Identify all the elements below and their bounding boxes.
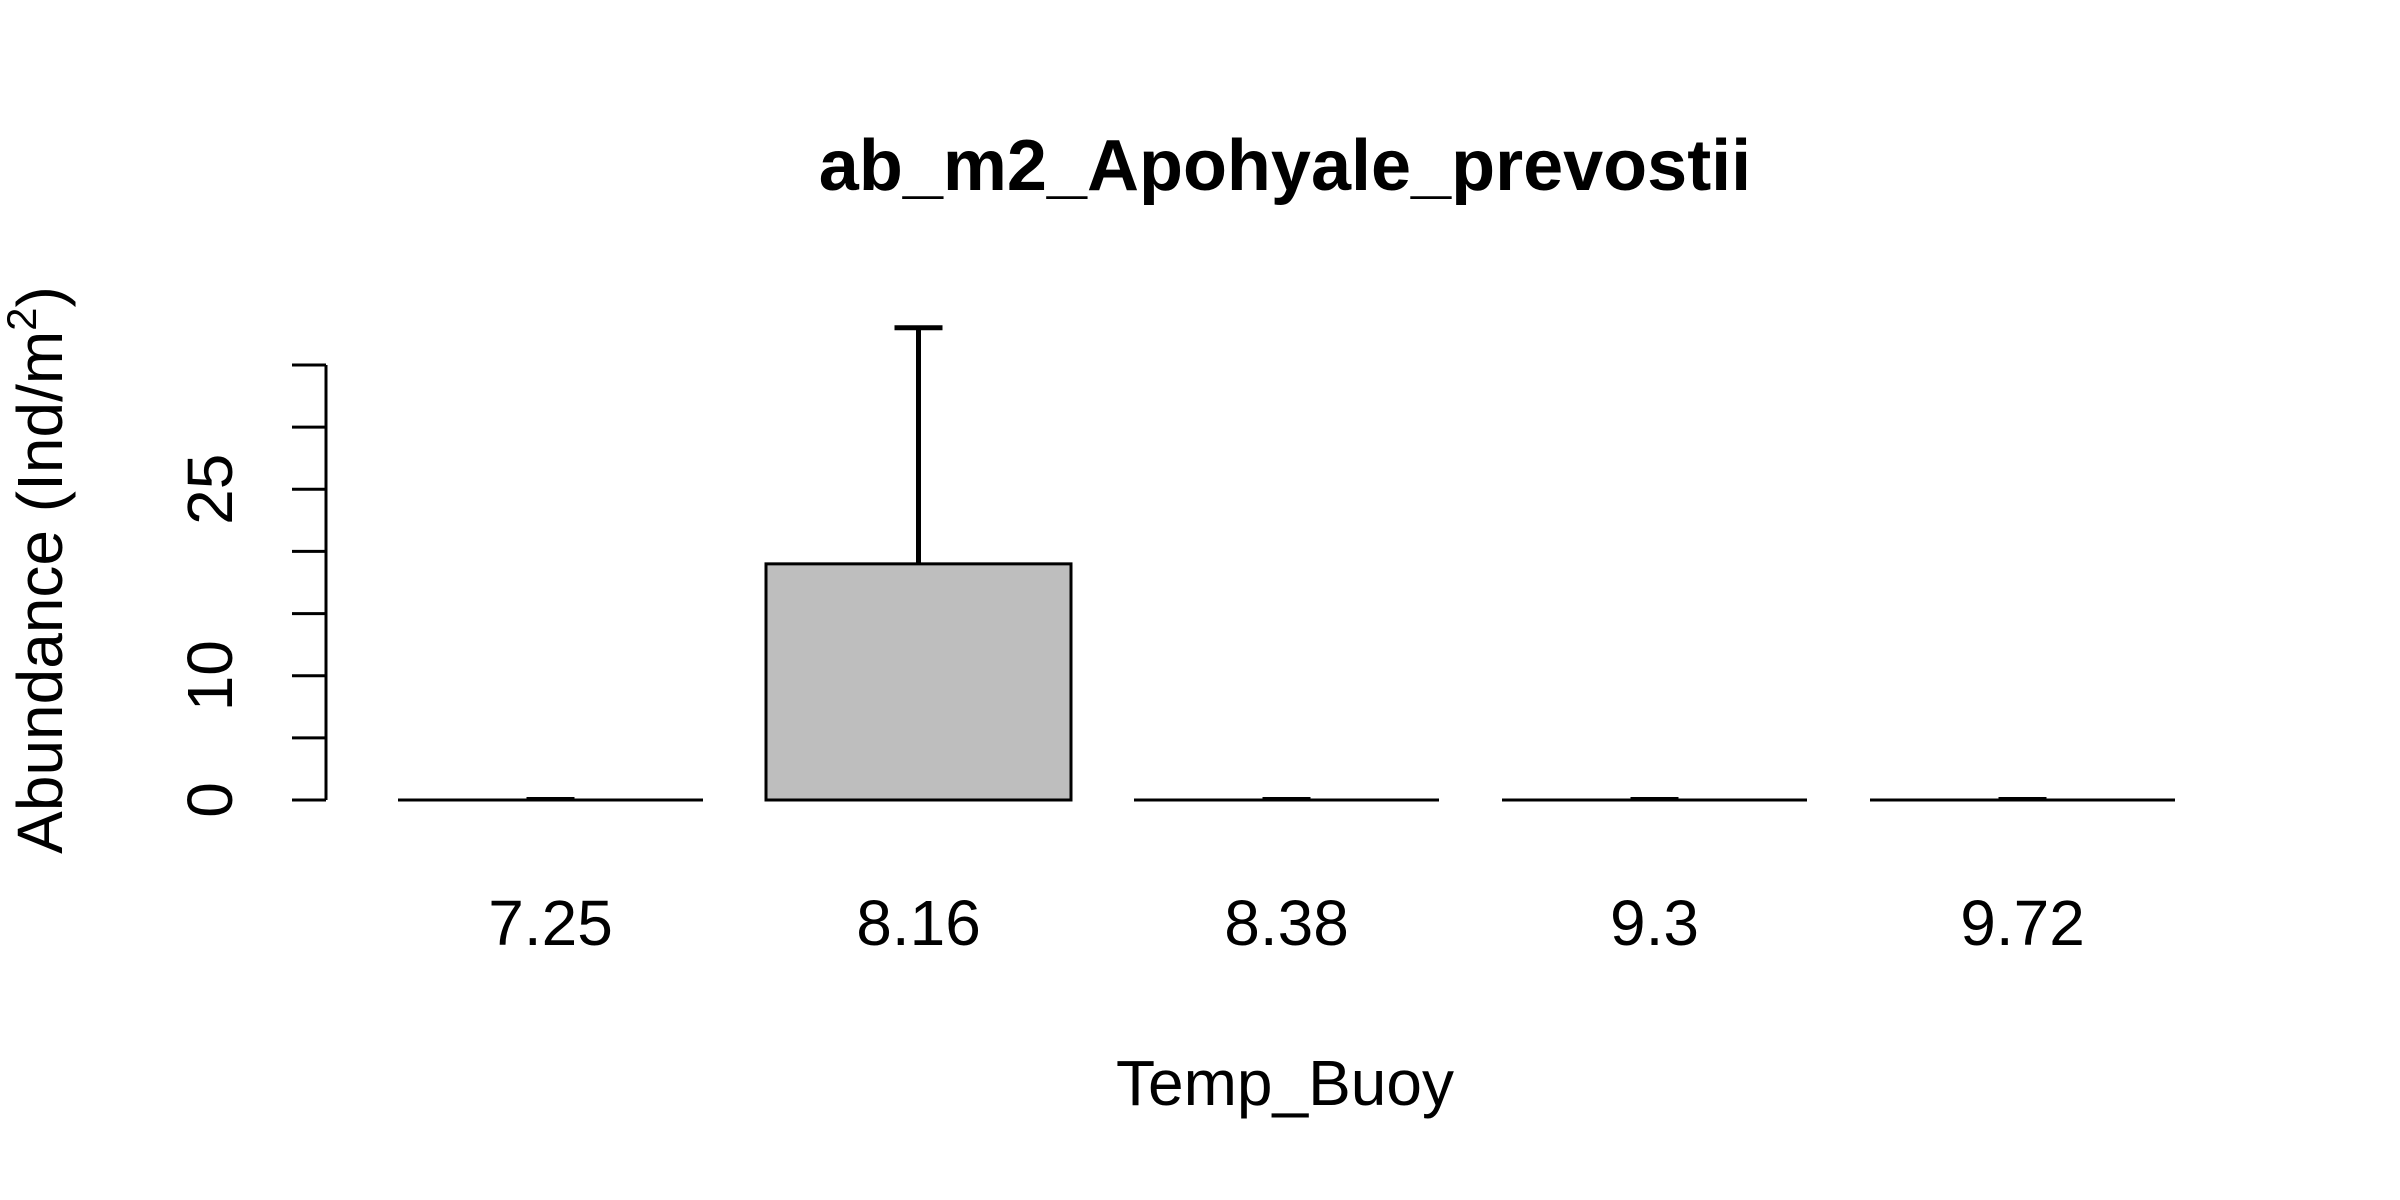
error-bars	[526, 325, 2047, 801]
y-axis-label-suffix: )	[4, 286, 76, 307]
y-tick-label: 10	[174, 640, 246, 711]
x-tick-label: 9.3	[1610, 887, 1699, 959]
x-tick-labels: 7.25 8.16 8.38 9.3 9.72	[488, 887, 2085, 959]
y-axis-label-main: Abundance (Ind/m	[4, 331, 76, 854]
y-tick-label: 25	[174, 454, 246, 525]
chart-title: ab_m2_Apohyale_prevostii	[819, 126, 1751, 206]
x-tick-label: 8.16	[856, 887, 981, 959]
x-tick-label: 9.72	[1960, 887, 2085, 959]
bars	[398, 562, 2175, 802]
x-tick-label: 8.38	[1224, 887, 1349, 959]
x-tick-label: 7.25	[488, 887, 613, 959]
y-axis: 0 10 25	[174, 363, 328, 818]
y-axis-label-superscript: 2	[0, 307, 45, 330]
bar	[764, 562, 1073, 802]
x-axis-label: Temp_Buoy	[1116, 1047, 1454, 1119]
y-axis-label: Abundance (Ind/m2)	[0, 286, 76, 854]
y-tick-label: 0	[174, 782, 246, 818]
